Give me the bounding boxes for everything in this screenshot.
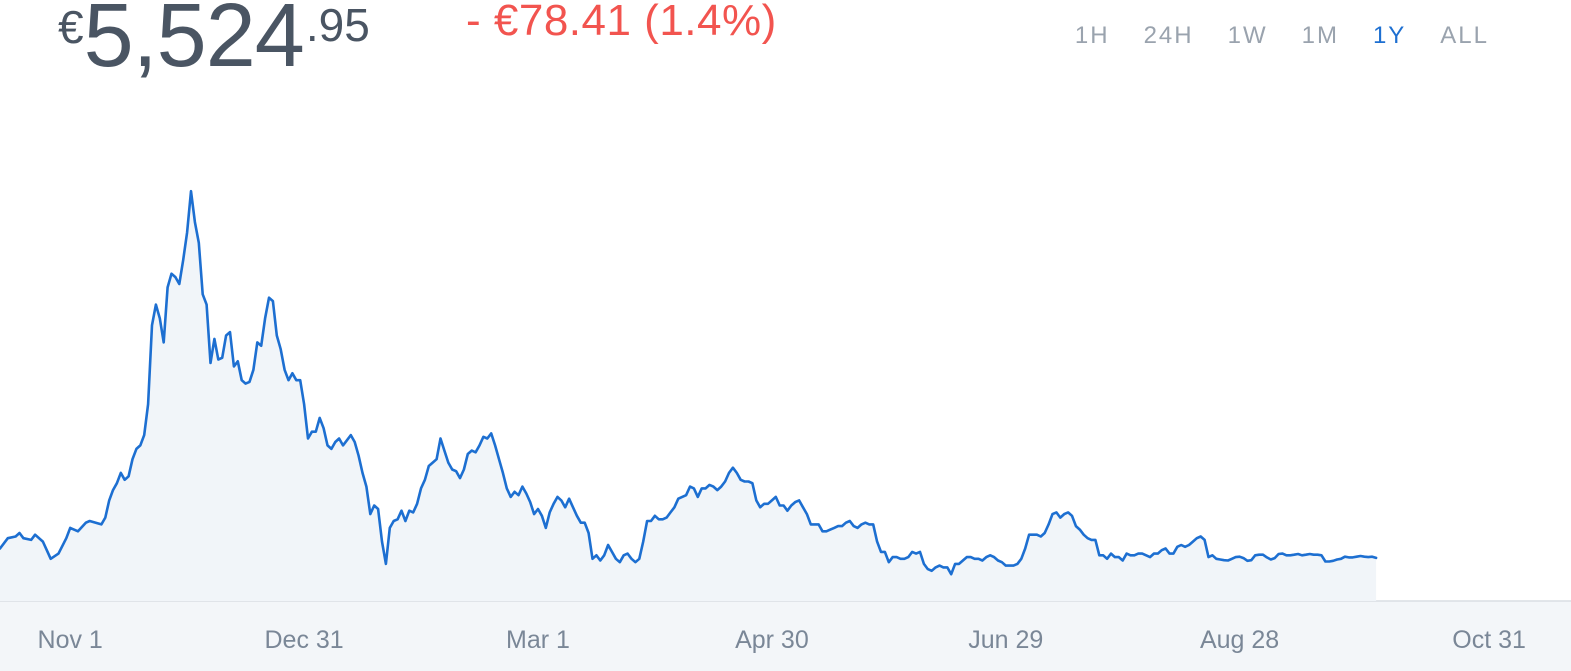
price-change: - €78.41 (1.4%) xyxy=(466,0,777,45)
price-cents: .95 xyxy=(305,0,370,51)
range-all-button[interactable]: ALL xyxy=(1440,22,1489,49)
range-24h-button[interactable]: 24H xyxy=(1143,22,1194,49)
time-range-selector: 1H 24H 1W 1M 1Y ALL xyxy=(1041,22,1489,50)
range-1w-button[interactable]: 1W xyxy=(1227,22,1268,49)
range-1y-button[interactable]: 1Y xyxy=(1372,22,1407,49)
x-axis-band xyxy=(0,601,1571,671)
price-series-line xyxy=(0,189,1378,576)
price-currency-symbol: € xyxy=(58,1,84,53)
range-1h-button[interactable]: 1H xyxy=(1074,22,1110,49)
range-1m-button[interactable]: 1M xyxy=(1301,22,1339,49)
price-area-fill xyxy=(0,191,1377,601)
x-tick-label: Oct 31 xyxy=(1452,626,1526,654)
x-tick-label: Aug 28 xyxy=(1200,626,1279,654)
price-main: 5,524 xyxy=(83,0,305,86)
x-tick-label: Dec 31 xyxy=(264,626,343,654)
x-tick-label: Apr 30 xyxy=(735,626,809,654)
current-price: € 5,524 .95 xyxy=(58,0,370,86)
x-tick-label: Nov 1 xyxy=(38,626,103,654)
x-tick-label: Mar 1 xyxy=(506,626,570,654)
x-tick-label: Jun 29 xyxy=(968,626,1043,654)
